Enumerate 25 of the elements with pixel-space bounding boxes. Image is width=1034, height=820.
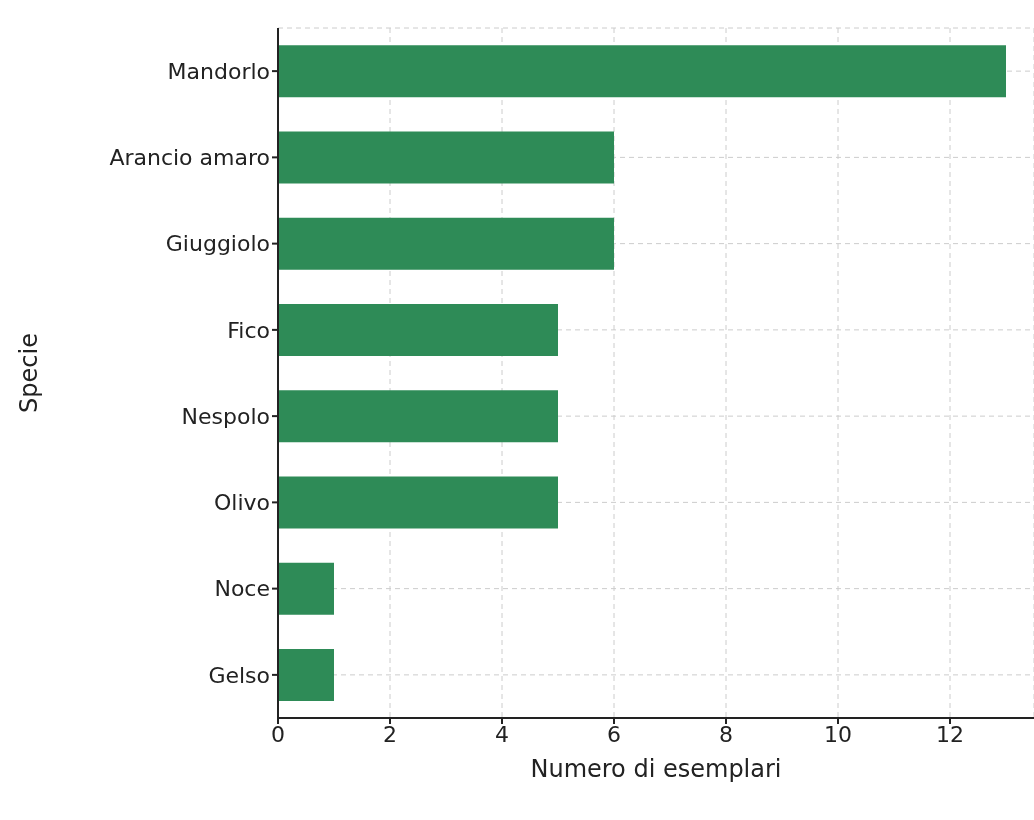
- y-tick-label: Nespolo: [181, 403, 270, 429]
- x-tick-label: 4: [495, 721, 509, 747]
- x-tick-label: 12: [936, 721, 964, 747]
- bar: [278, 131, 614, 184]
- x-tick-label: 2: [383, 721, 397, 747]
- y-axis-title: Specie: [14, 333, 43, 413]
- bar: [278, 476, 558, 529]
- y-tick-label: Mandorlo: [167, 58, 270, 84]
- x-tick-label: 10: [824, 721, 852, 747]
- y-tick-label: Noce: [214, 576, 270, 602]
- y-tick-label: Fico: [227, 317, 270, 343]
- y-tick-label: Giuggiolo: [165, 231, 270, 257]
- bar: [278, 217, 614, 270]
- y-tick-label: Arancio amaro: [109, 145, 270, 171]
- x-axis-title: Numero di esemplari: [530, 755, 782, 784]
- bar: [278, 45, 1006, 98]
- x-tick-label: 6: [607, 721, 621, 747]
- bar: [278, 304, 558, 356]
- bar: [278, 649, 334, 701]
- x-tick-label: 0: [271, 721, 285, 747]
- y-tick-label: Olivo: [213, 490, 270, 516]
- bar: [278, 562, 334, 615]
- bar: [278, 390, 558, 443]
- y-tick-label: Gelso: [208, 662, 270, 688]
- x-tick-label: 8: [719, 721, 733, 747]
